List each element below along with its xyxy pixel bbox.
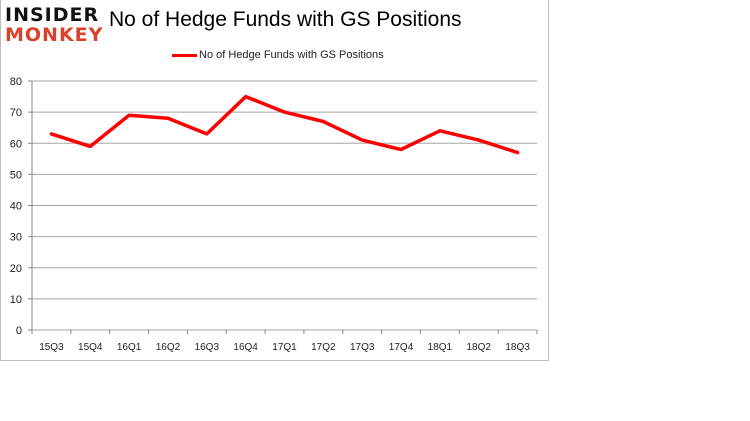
y-tick-label: 20 <box>10 263 22 275</box>
x-tick-label: 18Q2 <box>466 342 491 353</box>
y-tick-label: 30 <box>10 232 22 244</box>
chart-legend: No of Hedge Funds with GS Positions <box>172 49 384 61</box>
x-tick-label: 17Q3 <box>350 342 375 353</box>
y-tick-label: 80 <box>10 76 22 88</box>
x-tick-label: 15Q3 <box>39 342 64 353</box>
x-tick-label: 16Q2 <box>156 342 181 353</box>
x-tick-label: 17Q1 <box>272 342 297 353</box>
series-line <box>49 94 520 155</box>
y-tick-label: 0 <box>16 325 22 337</box>
insider-monkey-logo: INSIDER MONKEY <box>5 4 104 46</box>
x-tick-label: 18Q3 <box>505 342 530 353</box>
logo-line-2: MONKEY <box>5 24 104 46</box>
y-tick-label: 70 <box>10 107 22 119</box>
x-tick-label: 16Q1 <box>117 342 142 353</box>
legend-label: No of Hedge Funds with GS Positions <box>199 49 384 61</box>
y-tick-label: 60 <box>10 138 22 150</box>
chart-frame <box>0 0 549 361</box>
x-tick-label: 15Q4 <box>78 342 103 353</box>
chart-title: No of Hedge Funds with GS Positions <box>109 8 462 31</box>
x-tick-label: 18Q1 <box>428 342 453 353</box>
y-tick-label: 50 <box>10 169 22 181</box>
logo-line-1: INSIDER <box>5 4 100 26</box>
legend-swatch <box>172 53 197 57</box>
x-tick-label: 17Q4 <box>389 342 414 353</box>
x-tick-label: 16Q3 <box>195 342 220 353</box>
y-tick-label: 10 <box>10 294 22 306</box>
y-tick-label: 40 <box>10 201 22 213</box>
x-tick-label: 17Q2 <box>311 342 336 353</box>
x-tick-label: 16Q4 <box>233 342 258 353</box>
